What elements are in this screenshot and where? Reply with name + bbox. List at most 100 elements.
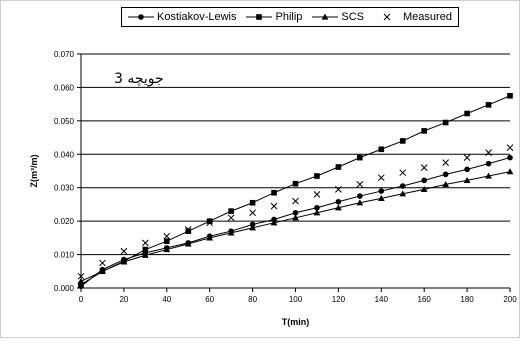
data-point bbox=[399, 183, 406, 189]
legend-label: Kostiakov-Lewis bbox=[157, 11, 237, 23]
data-point bbox=[227, 214, 235, 222]
y-tick-label: 0.000 bbox=[54, 284, 75, 293]
data-point bbox=[141, 251, 149, 258]
legend-item: SCS bbox=[312, 11, 364, 23]
series-measured bbox=[77, 144, 514, 280]
data-point bbox=[292, 180, 299, 187]
data-point bbox=[249, 199, 256, 206]
data-point bbox=[506, 168, 514, 175]
data-point bbox=[464, 110, 470, 117]
data-point bbox=[184, 226, 192, 233]
data-point bbox=[77, 277, 85, 284]
data-point bbox=[313, 209, 321, 216]
y-tick-label: 0.030 bbox=[54, 184, 75, 193]
data-point bbox=[399, 138, 406, 144]
x-tick-label: 100 bbox=[289, 295, 303, 304]
data-point bbox=[321, 13, 329, 20]
data-point bbox=[507, 154, 513, 161]
data-point bbox=[249, 224, 256, 231]
data-point bbox=[463, 154, 471, 161]
legend-swatch bbox=[246, 14, 273, 20]
data-point bbox=[270, 202, 278, 210]
chart-annotation: جویچه 3 bbox=[114, 71, 164, 87]
data-point bbox=[485, 149, 492, 156]
data-point bbox=[314, 173, 320, 179]
y-axis-label: Z(m³/m) bbox=[29, 155, 39, 188]
data-point bbox=[442, 171, 449, 178]
x-tick-label: 180 bbox=[460, 295, 474, 304]
data-point bbox=[421, 128, 427, 134]
data-point bbox=[356, 181, 364, 188]
series-philip bbox=[78, 92, 513, 288]
x-axis-label: T(min) bbox=[282, 317, 310, 327]
series-scs bbox=[77, 168, 514, 284]
data-point bbox=[442, 119, 449, 126]
data-point bbox=[485, 102, 492, 108]
x-tick-label: 0 bbox=[79, 295, 84, 304]
data-point bbox=[335, 204, 342, 211]
data-point bbox=[464, 166, 470, 173]
legend-label: Measured bbox=[403, 11, 452, 23]
y-tick-label: 0.050 bbox=[54, 117, 75, 126]
data-point bbox=[228, 208, 234, 214]
data-point bbox=[142, 246, 149, 253]
data-point bbox=[442, 159, 450, 166]
data-point bbox=[99, 267, 106, 274]
data-point bbox=[271, 189, 277, 196]
gridlines bbox=[81, 53, 510, 256]
data-point bbox=[378, 146, 385, 153]
series-kostiakov-lewis bbox=[78, 154, 513, 290]
x-tick-label: 140 bbox=[375, 295, 389, 304]
data-point bbox=[270, 219, 278, 226]
data-point bbox=[335, 198, 342, 205]
legend: Kostiakov-Lewis Philip SCS Measured bbox=[121, 7, 459, 27]
legend-item: Kostiakov-Lewis bbox=[128, 11, 236, 23]
data-point bbox=[313, 191, 321, 198]
x-tick-label: 80 bbox=[248, 295, 257, 304]
tick-labels: 0.000 0.010 0.020 0.030 0.040 0.050 0.060 0.070… bbox=[29, 50, 517, 327]
data-point bbox=[163, 232, 171, 240]
data-point bbox=[421, 177, 428, 184]
data-point bbox=[138, 14, 144, 20]
data-point bbox=[420, 185, 428, 192]
data-point bbox=[120, 247, 128, 255]
data-point bbox=[164, 238, 170, 244]
data-point bbox=[184, 240, 192, 247]
data-point bbox=[227, 229, 235, 236]
data-point bbox=[507, 92, 513, 99]
legend-item: Philip bbox=[246, 11, 302, 23]
y-tick-label: 0.040 bbox=[54, 150, 75, 159]
x-tick-label: 160 bbox=[418, 295, 432, 304]
data-point bbox=[206, 219, 214, 227]
x-tick-label: 60 bbox=[205, 295, 214, 304]
data-point bbox=[377, 174, 385, 182]
data-point bbox=[120, 258, 128, 265]
data-point bbox=[99, 259, 106, 267]
data-point bbox=[356, 199, 364, 206]
series-group bbox=[77, 92, 514, 290]
y-tick-label: 0.070 bbox=[54, 50, 75, 59]
legend-swatch bbox=[383, 13, 391, 21]
x-tick-label: 200 bbox=[503, 295, 517, 304]
data-point bbox=[399, 190, 407, 197]
data-point bbox=[335, 186, 342, 193]
data-point bbox=[463, 176, 471, 183]
data-point bbox=[357, 154, 363, 161]
legend-swatch bbox=[312, 13, 339, 20]
data-point bbox=[378, 188, 385, 194]
legend-item: Measured bbox=[374, 11, 452, 23]
data-point bbox=[163, 246, 171, 253]
data-point bbox=[206, 218, 213, 224]
data-point bbox=[292, 197, 299, 205]
x-tick-label: 40 bbox=[162, 295, 171, 304]
data-point bbox=[314, 204, 320, 211]
data-point bbox=[485, 160, 492, 167]
data-point bbox=[420, 164, 428, 172]
data-point bbox=[292, 214, 299, 221]
data-point bbox=[78, 281, 84, 288]
legend-label: SCS bbox=[341, 11, 365, 23]
data-point bbox=[335, 164, 342, 170]
x-tick-label: 20 bbox=[119, 295, 128, 304]
